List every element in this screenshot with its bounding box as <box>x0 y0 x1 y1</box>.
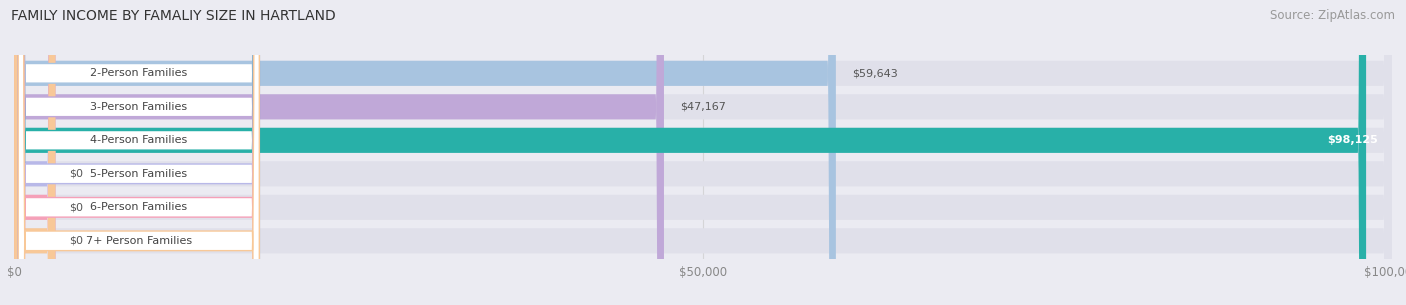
FancyBboxPatch shape <box>14 0 1392 305</box>
Text: 2-Person Families: 2-Person Families <box>90 68 187 78</box>
FancyBboxPatch shape <box>18 0 259 305</box>
FancyBboxPatch shape <box>14 0 1392 305</box>
FancyBboxPatch shape <box>14 0 1367 305</box>
FancyBboxPatch shape <box>18 0 259 305</box>
FancyBboxPatch shape <box>14 0 55 305</box>
FancyBboxPatch shape <box>14 0 664 305</box>
FancyBboxPatch shape <box>18 0 259 305</box>
FancyBboxPatch shape <box>14 0 1392 305</box>
FancyBboxPatch shape <box>14 0 1392 305</box>
Text: 4-Person Families: 4-Person Families <box>90 135 187 145</box>
Text: $98,125: $98,125 <box>1327 135 1378 145</box>
FancyBboxPatch shape <box>14 0 55 305</box>
Text: $47,167: $47,167 <box>681 102 727 112</box>
Text: 5-Person Families: 5-Person Families <box>90 169 187 179</box>
FancyBboxPatch shape <box>14 0 1392 305</box>
Text: 6-Person Families: 6-Person Families <box>90 202 187 212</box>
FancyBboxPatch shape <box>18 0 259 305</box>
Text: Source: ZipAtlas.com: Source: ZipAtlas.com <box>1270 9 1395 22</box>
Text: $0: $0 <box>69 169 83 179</box>
FancyBboxPatch shape <box>18 0 259 305</box>
Text: 3-Person Families: 3-Person Families <box>90 102 187 112</box>
FancyBboxPatch shape <box>14 0 837 305</box>
FancyBboxPatch shape <box>14 0 55 305</box>
Text: $59,643: $59,643 <box>852 68 898 78</box>
Text: $0: $0 <box>69 202 83 212</box>
Text: 7+ Person Families: 7+ Person Families <box>86 236 191 246</box>
Text: $0: $0 <box>69 236 83 246</box>
FancyBboxPatch shape <box>18 0 259 305</box>
Text: FAMILY INCOME BY FAMALIY SIZE IN HARTLAND: FAMILY INCOME BY FAMALIY SIZE IN HARTLAN… <box>11 9 336 23</box>
FancyBboxPatch shape <box>14 0 1392 305</box>
